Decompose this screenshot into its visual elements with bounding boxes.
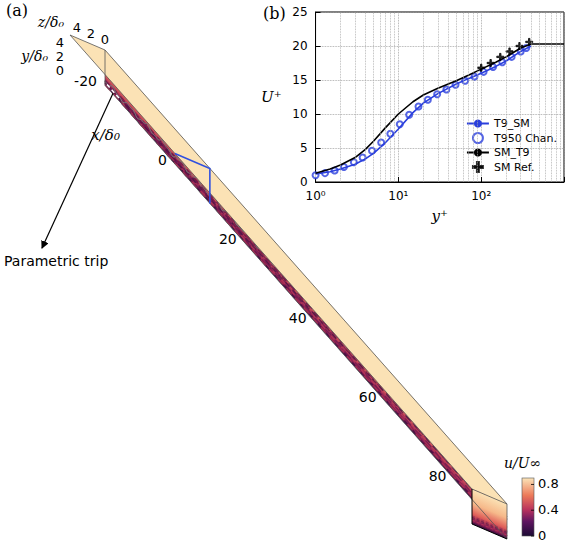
svg-text:(b): (b): [263, 4, 286, 23]
svg-text:x/δ₀: x/δ₀: [91, 126, 120, 144]
svg-text:2: 2: [87, 26, 95, 41]
svg-text:10¹: 10¹: [388, 189, 408, 203]
svg-text:T9_SM: T9_SM: [493, 117, 530, 130]
svg-text:4: 4: [73, 20, 81, 35]
svg-text:y/δ₀: y/δ₀: [20, 48, 48, 64]
svg-text:Parametric trip: Parametric trip: [4, 253, 108, 269]
svg-text:20: 20: [219, 231, 237, 247]
svg-text:4: 4: [56, 35, 64, 50]
svg-text:25: 25: [292, 5, 307, 19]
svg-text:(a): (a): [6, 1, 28, 20]
svg-text:U⁺: U⁺: [261, 88, 282, 106]
svg-text:2: 2: [56, 49, 64, 64]
svg-text:10: 10: [292, 107, 307, 121]
svg-text:0.8: 0.8: [538, 476, 559, 491]
svg-text:5: 5: [300, 141, 308, 155]
svg-text:80: 80: [429, 468, 447, 484]
svg-text:10⁰: 10⁰: [306, 189, 326, 203]
svg-text:15: 15: [292, 73, 307, 87]
svg-text:0: 0: [101, 32, 109, 47]
svg-text:10²: 10²: [471, 189, 491, 203]
svg-text:0.4: 0.4: [538, 502, 559, 517]
svg-text:SM_T9: SM_T9: [494, 146, 530, 159]
svg-text:u/U∞: u/U∞: [504, 455, 541, 471]
svg-text:SM Ref.: SM Ref.: [494, 161, 534, 174]
svg-text:0: 0: [300, 175, 308, 189]
svg-text:0: 0: [56, 63, 64, 78]
svg-text:40: 40: [289, 310, 307, 326]
svg-text:0: 0: [538, 528, 546, 543]
svg-text:60: 60: [359, 389, 377, 405]
svg-text:0: 0: [158, 152, 167, 168]
svg-text:y⁺: y⁺: [431, 207, 448, 225]
svg-text:20: 20: [292, 39, 307, 53]
svg-text:z/δ₀: z/δ₀: [37, 14, 65, 30]
svg-text:T950 Chan.: T950 Chan.: [493, 132, 557, 145]
svg-text:-20: -20: [74, 73, 97, 89]
